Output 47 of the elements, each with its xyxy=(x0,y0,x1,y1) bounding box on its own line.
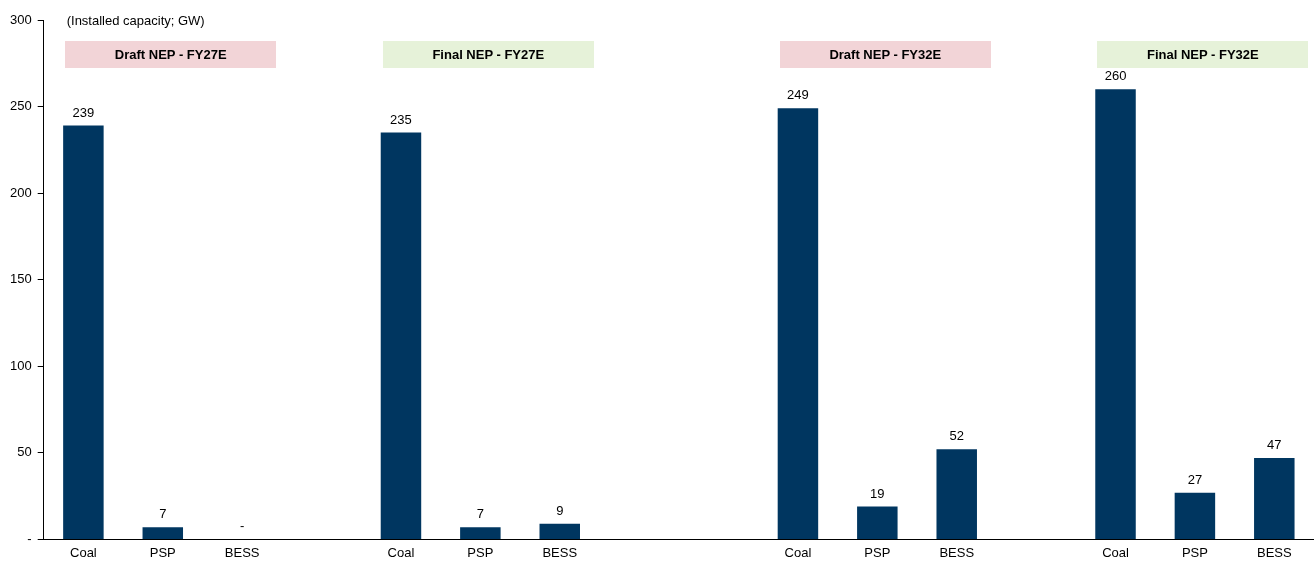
x-tick-label: Coal xyxy=(387,544,415,560)
y-tick-label: - xyxy=(27,530,32,546)
data-label: 249 xyxy=(787,87,809,103)
data-label: 7 xyxy=(476,506,484,522)
bar xyxy=(380,132,422,539)
y-tick-label: 300 xyxy=(9,11,32,27)
bar xyxy=(857,506,898,539)
data-label: 235 xyxy=(390,111,412,127)
y-tick-label: 50 xyxy=(17,444,32,460)
bar xyxy=(936,449,977,539)
y-tick-label: 150 xyxy=(9,271,32,287)
bar xyxy=(460,527,501,539)
heading-banner: Final NEP - FY27E xyxy=(382,41,594,68)
x-tick-label: Coal xyxy=(1102,544,1129,560)
data-label: 19 xyxy=(870,485,885,501)
bar xyxy=(1174,492,1216,539)
heading-banner: Draft NEP - FY27E xyxy=(65,41,277,68)
x-tick-label: BESS xyxy=(1256,544,1292,560)
data-label: 260 xyxy=(1104,68,1127,84)
data-label: - xyxy=(240,518,245,534)
bar xyxy=(539,523,580,539)
x-tick-label: BESS xyxy=(542,544,578,560)
bar xyxy=(1254,458,1295,539)
x-tick-label: PSP xyxy=(467,544,494,560)
x-tick-label: BESS xyxy=(939,544,975,560)
x-tick-label: PSP xyxy=(864,544,891,560)
y-tick-label: 100 xyxy=(9,357,32,373)
data-label: 9 xyxy=(556,502,564,518)
x-tick-label: PSP xyxy=(149,544,176,560)
heading-banner: Final NEP - FY32E xyxy=(1097,41,1309,68)
bar xyxy=(63,125,104,539)
heading-banner: Draft NEP - FY32E xyxy=(779,41,991,68)
data-label: 52 xyxy=(949,428,964,444)
y-tick-label: 250 xyxy=(9,98,32,114)
bar xyxy=(142,527,184,539)
bar xyxy=(777,108,819,539)
data-label: 27 xyxy=(1187,471,1203,487)
x-tick-label: PSP xyxy=(1181,544,1208,560)
y-tick-label: 200 xyxy=(9,184,32,200)
x-tick-label: Coal xyxy=(70,544,97,560)
data-label: 239 xyxy=(72,104,95,120)
data-label: 47 xyxy=(1267,437,1282,453)
x-tick-label: Coal xyxy=(784,544,812,560)
data-label: 7 xyxy=(159,506,167,522)
y-axis-title: (Installed capacity; GW) xyxy=(66,13,205,28)
bar xyxy=(1095,89,1136,539)
x-tick-label: BESS xyxy=(224,544,260,560)
